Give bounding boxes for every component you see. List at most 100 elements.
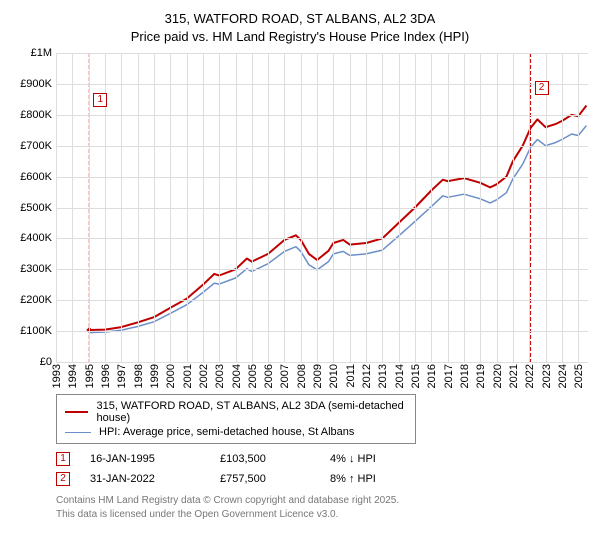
- y-tick-label: £800K: [8, 109, 52, 121]
- x-tick-label: 2017: [443, 364, 455, 388]
- x-tick-label: 2019: [475, 364, 487, 388]
- datapoint-delta: 4% ↓ HPI: [330, 453, 376, 465]
- gridline-v: [513, 53, 514, 362]
- y-tick-label: £100K: [8, 325, 52, 337]
- y-tick-label: £200K: [8, 294, 52, 306]
- gridline-v: [562, 53, 563, 362]
- gridline-v: [219, 53, 220, 362]
- gridline-v: [529, 53, 530, 362]
- footnote: Contains HM Land Registry data © Crown c…: [56, 494, 592, 521]
- gridline-v: [350, 53, 351, 362]
- gridline-v: [366, 53, 367, 362]
- gridline-h: [56, 269, 588, 270]
- x-tick-label: 2009: [312, 364, 324, 388]
- footnote-line-2: This data is licensed under the Open Gov…: [56, 508, 592, 522]
- title-line-1: 315, WATFORD ROAD, ST ALBANS, AL2 3DA: [8, 10, 592, 28]
- gridline-v: [154, 53, 155, 362]
- y-tick-label: £400K: [8, 232, 52, 244]
- datapoint-date: 16-JAN-1995: [90, 453, 220, 465]
- gridline-h: [56, 238, 588, 239]
- gridline-v: [170, 53, 171, 362]
- x-tick-label: 2013: [377, 364, 389, 388]
- chart-marker-2: 2: [535, 81, 549, 95]
- footnote-line-1: Contains HM Land Registry data © Crown c…: [56, 494, 592, 508]
- x-tick-label: 1993: [51, 364, 63, 388]
- datapoint-row: 1 16-JAN-1995£103,5004% ↓ HPI: [56, 452, 592, 466]
- gridline-h: [56, 146, 588, 147]
- x-tick-label: 2007: [279, 364, 291, 388]
- gridline-v: [89, 53, 90, 362]
- gridline-v: [546, 53, 547, 362]
- datapoint-price: £103,500: [220, 453, 330, 465]
- gridline-h: [56, 115, 588, 116]
- series-price_paid: [89, 106, 586, 331]
- title-line-2: Price paid vs. HM Land Registry's House …: [8, 28, 592, 46]
- y-tick-label: £700K: [8, 140, 52, 152]
- gridline-v: [399, 53, 400, 362]
- x-tick-label: 2024: [557, 364, 569, 388]
- x-tick-label: 1994: [67, 364, 79, 388]
- legend-swatch: [65, 411, 88, 413]
- y-tick-label: £600K: [8, 171, 52, 183]
- legend-row: HPI: Average price, semi-detached house,…: [65, 425, 407, 439]
- x-tick-label: 2025: [573, 364, 585, 388]
- plot-region: 12: [56, 53, 588, 362]
- datapoint-marker: 1: [56, 452, 70, 466]
- y-tick-label: £500K: [8, 202, 52, 214]
- datapoint-marker: 2: [56, 472, 70, 486]
- x-tick-label: 2004: [231, 364, 243, 388]
- gridline-v: [431, 53, 432, 362]
- x-tick-label: 2016: [426, 364, 438, 388]
- y-tick-label: £300K: [8, 263, 52, 275]
- x-tick-label: 2021: [508, 364, 520, 388]
- series-hpi: [89, 126, 586, 333]
- x-tick-label: 2011: [345, 364, 357, 388]
- x-tick-label: 2000: [165, 364, 177, 388]
- x-tick-label: 2018: [459, 364, 471, 388]
- data-point-table: 1 16-JAN-1995£103,5004% ↓ HPI 2 31-JAN-2022…: [56, 452, 592, 486]
- legend-label: HPI: Average price, semi-detached house,…: [99, 426, 354, 438]
- x-tick-label: 2022: [524, 364, 536, 388]
- x-tick-label: 2014: [394, 364, 406, 388]
- gridline-v: [480, 53, 481, 362]
- y-tick-label: £0: [8, 356, 52, 368]
- x-tick-label: 1997: [116, 364, 128, 388]
- x-tick-label: 2005: [247, 364, 259, 388]
- x-tick-label: 1995: [84, 364, 96, 388]
- gridline-v: [56, 53, 57, 362]
- gridline-v: [301, 53, 302, 362]
- x-tick-label: 2006: [263, 364, 275, 388]
- gridline-v: [138, 53, 139, 362]
- legend-label: 315, WATFORD ROAD, ST ALBANS, AL2 3DA (s…: [96, 400, 407, 424]
- gridline-h: [56, 300, 588, 301]
- legend-swatch: [65, 432, 91, 433]
- gridline-v: [252, 53, 253, 362]
- x-tick-label: 2020: [492, 364, 504, 388]
- x-tick-label: 2008: [296, 364, 308, 388]
- gridline-h: [56, 177, 588, 178]
- datapoint-price: £757,500: [220, 473, 330, 485]
- x-tick-label: 1998: [133, 364, 145, 388]
- gridline-v: [284, 53, 285, 362]
- gridline-v: [268, 53, 269, 362]
- x-tick-label: 2012: [361, 364, 373, 388]
- gridline-v: [317, 53, 318, 362]
- chart-area: £0 £100K £200K £300K £400K £500K £600K £700K £80…: [8, 53, 592, 388]
- gridline-h: [56, 84, 588, 85]
- gridline-v: [203, 53, 204, 362]
- x-tick-label: 2010: [328, 364, 340, 388]
- x-tick-label: 1996: [100, 364, 112, 388]
- datapoint-date: 31-JAN-2022: [90, 473, 220, 485]
- chart-title: 315, WATFORD ROAD, ST ALBANS, AL2 3DA Pr…: [8, 10, 592, 45]
- gridline-v: [448, 53, 449, 362]
- chart-marker-1: 1: [93, 93, 107, 107]
- gridline-v: [382, 53, 383, 362]
- x-tick-label: 2002: [198, 364, 210, 388]
- gridline-v: [415, 53, 416, 362]
- gridline-v: [578, 53, 579, 362]
- y-tick-label: £900K: [8, 78, 52, 90]
- gridline-v: [333, 53, 334, 362]
- gridline-v: [187, 53, 188, 362]
- y-tick-label: £1M: [8, 47, 52, 59]
- gridline-h: [56, 331, 588, 332]
